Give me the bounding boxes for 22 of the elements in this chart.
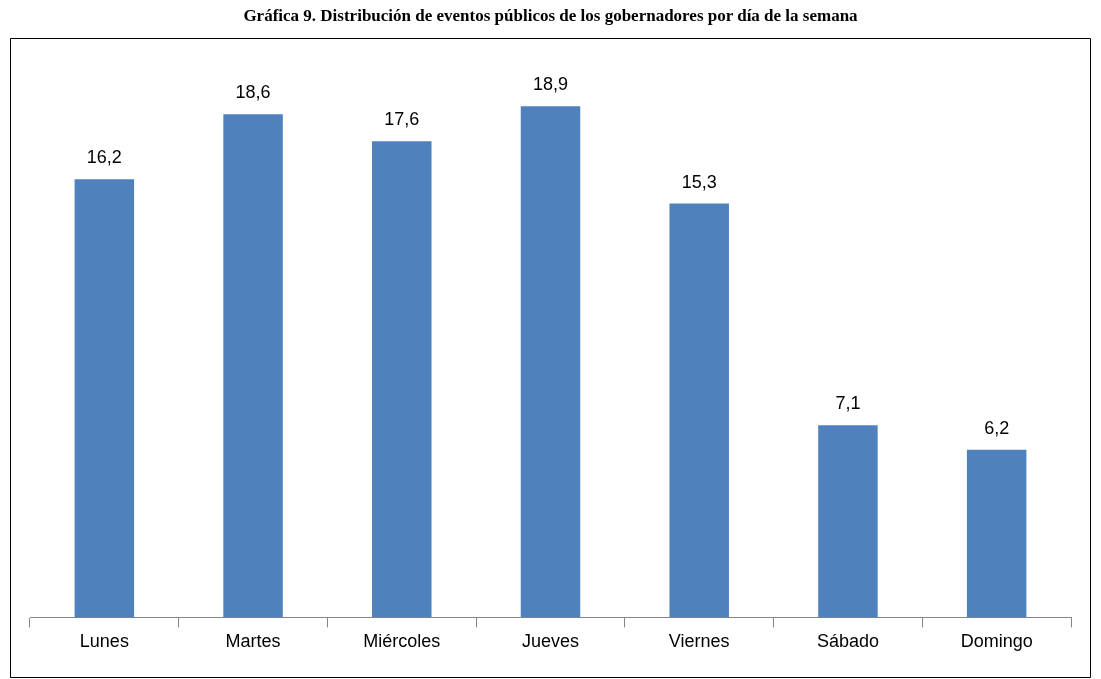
data-label: 15,3: [681, 171, 717, 192]
x-tick-label: Sábado: [816, 631, 879, 652]
x-tick-label: Miércoles: [363, 631, 441, 652]
x-tick-label: Lunes: [79, 631, 129, 652]
x-tick-label: Martes: [225, 631, 281, 652]
bar: [818, 425, 878, 618]
data-label: 17,6: [384, 109, 420, 130]
data-label: 7,1: [835, 393, 861, 414]
bar: [74, 179, 135, 618]
data-label: 6,2: [984, 417, 1010, 438]
chart-title: Gráfica 9. Distribución de eventos públicos de los gobernadores por día de la semana: [243, 5, 859, 25]
x-tick-label: Domingo: [960, 631, 1033, 652]
bar: [966, 449, 1027, 618]
bar: [520, 106, 581, 618]
x-tick-label: Viernes: [668, 631, 730, 652]
data-label: 16,2: [86, 147, 122, 168]
x-tick-label: Jueves: [521, 631, 580, 652]
data-label: 18,9: [532, 74, 569, 95]
bar: [372, 141, 432, 618]
bar: [669, 203, 729, 618]
bar: [223, 114, 283, 618]
data-label: 18,6: [235, 82, 271, 103]
